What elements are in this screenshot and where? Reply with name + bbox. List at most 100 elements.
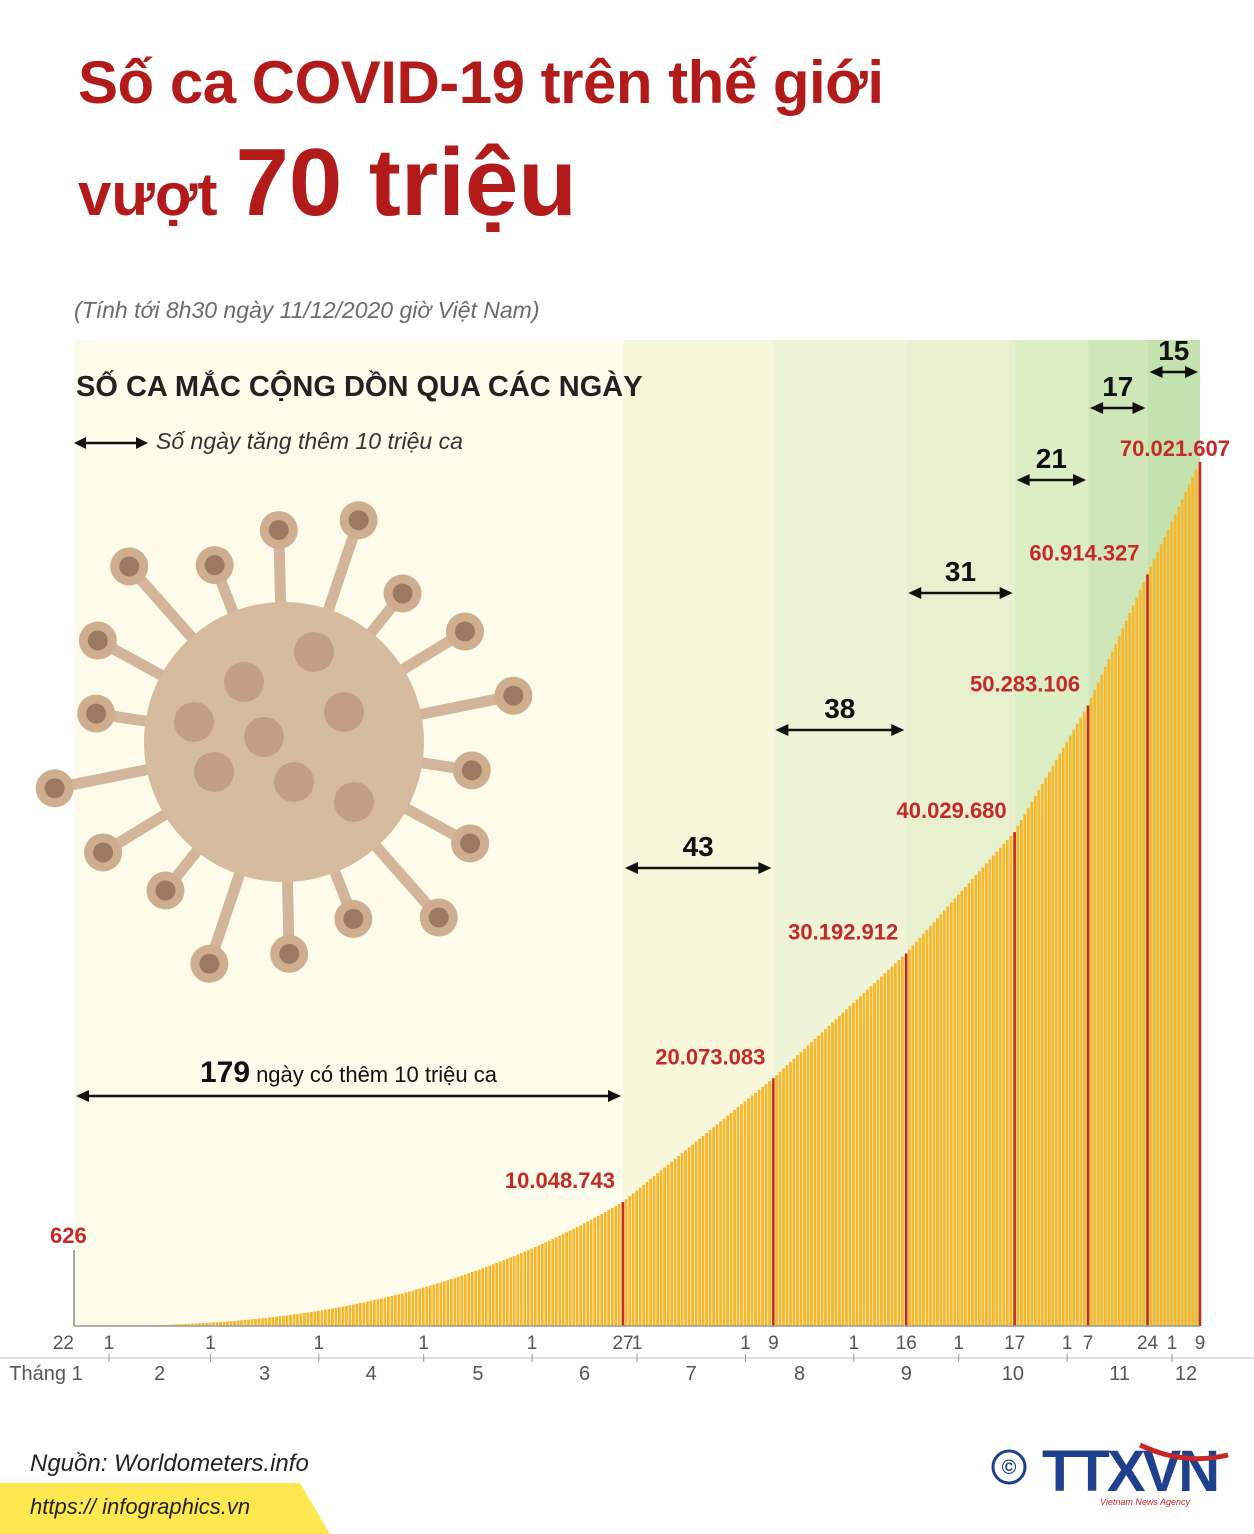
bar — [317, 1310, 320, 1326]
bar — [240, 1320, 243, 1326]
bar — [970, 879, 974, 1326]
bar — [761, 1086, 764, 1326]
bar — [296, 1313, 299, 1326]
bar — [631, 1193, 635, 1326]
bar — [628, 1196, 632, 1326]
bar — [334, 1307, 338, 1326]
bar — [880, 976, 883, 1326]
bar — [254, 1318, 257, 1326]
bar — [596, 1215, 600, 1326]
bar — [956, 894, 960, 1326]
bar — [1142, 582, 1146, 1326]
bar — [799, 1052, 803, 1326]
bar — [1131, 605, 1135, 1326]
interval-label: 31 — [945, 556, 976, 587]
month-label: 6 — [579, 1363, 590, 1385]
website-link[interactable]: https:// infographics.vn — [30, 1494, 251, 1519]
bar — [817, 1035, 820, 1326]
bar — [561, 1233, 565, 1326]
bar — [292, 1314, 296, 1326]
bar — [456, 1276, 460, 1326]
bar — [925, 929, 929, 1326]
bar — [173, 1324, 177, 1326]
arrow-left-icon — [1149, 366, 1163, 378]
bar — [572, 1228, 576, 1326]
month-label: 3 — [259, 1363, 270, 1385]
bar — [505, 1258, 509, 1326]
virus-spot — [324, 692, 364, 732]
bar — [722, 1118, 726, 1326]
title-prefix: vượt — [78, 161, 218, 228]
month-label: 2 — [154, 1363, 165, 1385]
arrow-right-icon — [1132, 402, 1146, 414]
bar — [313, 1311, 317, 1326]
bar — [533, 1247, 537, 1326]
bar — [208, 1322, 212, 1326]
bar — [498, 1261, 502, 1326]
bar — [901, 956, 904, 1326]
virus-illustration — [35, 501, 533, 983]
virus-spike-hole — [119, 556, 140, 577]
bar — [411, 1290, 415, 1326]
bar — [733, 1109, 736, 1326]
bar — [537, 1245, 541, 1326]
milestone-label: 40.029.680 — [897, 798, 1007, 823]
bar — [1159, 544, 1163, 1326]
bar — [1121, 628, 1125, 1326]
bar — [649, 1178, 653, 1326]
bar — [963, 886, 967, 1326]
bar — [425, 1286, 429, 1326]
bar — [984, 863, 988, 1326]
double-arrow-icon — [74, 436, 148, 449]
bar — [670, 1161, 674, 1326]
bar — [988, 859, 992, 1326]
tick-label: 17 — [1004, 1333, 1025, 1354]
bar — [530, 1248, 534, 1326]
bar — [659, 1170, 663, 1326]
virus-spike-hole — [348, 510, 369, 531]
bar — [372, 1300, 376, 1326]
bar — [1187, 484, 1191, 1326]
interval-label: 17 — [1102, 371, 1133, 402]
bar — [282, 1315, 285, 1326]
bar — [827, 1025, 831, 1326]
bar — [778, 1071, 782, 1326]
month-label: 4 — [366, 1363, 377, 1385]
bar — [491, 1264, 495, 1326]
bar — [338, 1307, 341, 1326]
bar — [894, 963, 897, 1326]
tick-label: 7 — [1083, 1333, 1094, 1354]
bar — [579, 1225, 583, 1326]
bar — [341, 1306, 345, 1326]
virus-spike-hole — [204, 555, 225, 576]
bar — [694, 1141, 698, 1326]
bar — [268, 1317, 271, 1326]
tick-label: 16 — [896, 1333, 917, 1354]
bar — [575, 1226, 579, 1326]
title-highlight: 70 triệu — [235, 129, 577, 236]
tick-label: 1 — [740, 1333, 751, 1354]
bar — [362, 1302, 366, 1326]
bar — [400, 1293, 404, 1326]
arrow-left-icon — [625, 862, 639, 874]
bar — [390, 1295, 394, 1326]
bar — [712, 1127, 715, 1326]
bar — [915, 941, 918, 1326]
bar — [379, 1298, 383, 1326]
bar — [719, 1121, 722, 1326]
bar — [1107, 659, 1111, 1326]
bar — [890, 966, 894, 1326]
bar — [1194, 469, 1198, 1326]
tick-label: 1 — [953, 1333, 964, 1354]
ttxvn-logo: © TTXVN Vietnam News Agency — [990, 1435, 1230, 1520]
bar — [1072, 729, 1076, 1326]
bar — [792, 1058, 796, 1326]
bar — [271, 1317, 275, 1326]
bar — [998, 847, 1002, 1326]
bar — [460, 1275, 464, 1326]
arrow-left-icon — [775, 724, 789, 736]
bar — [544, 1242, 548, 1326]
bar — [960, 890, 964, 1326]
legend-label: Số ngày tăng thêm 10 triệu ca — [156, 428, 463, 454]
bar — [764, 1084, 768, 1326]
